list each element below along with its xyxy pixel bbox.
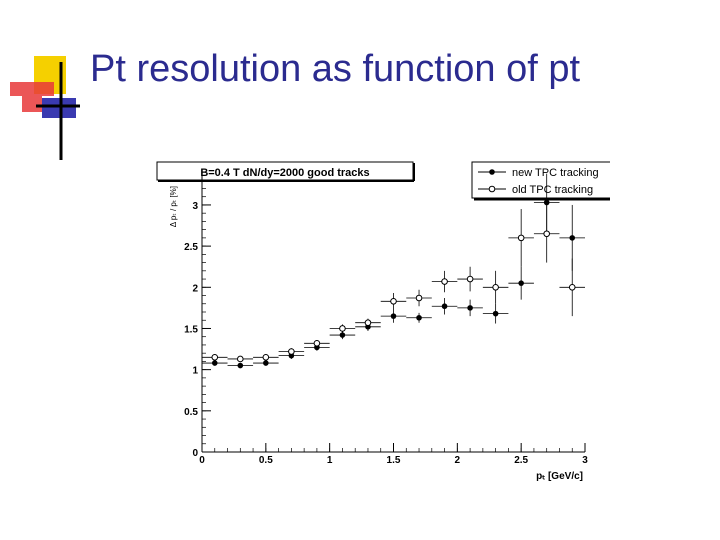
data-point	[364, 319, 372, 327]
x-tick-label: 0.5	[259, 455, 273, 466]
data-point	[415, 294, 423, 302]
chart-title: B=0.4 T dN/dy=2000 good tracks	[200, 167, 369, 179]
data-marks	[202, 173, 585, 369]
data-point	[313, 339, 321, 347]
x-tick-label: 1.5	[387, 455, 401, 466]
data-point	[339, 325, 346, 332]
deco-blue-square	[42, 98, 76, 118]
x-tick-label: 0	[199, 455, 205, 466]
x-tick-label: 2	[455, 455, 461, 466]
data-point	[237, 362, 244, 369]
data-point	[466, 275, 474, 283]
x-tick-label: 1	[327, 455, 333, 466]
data-point	[543, 230, 551, 238]
data-point	[416, 314, 422, 321]
axes: 0 0.5 1 1.5 2 2.5 3 0 0.5 1 1.5 2 2.5 3	[184, 171, 588, 466]
data-point	[390, 297, 397, 305]
data-point	[211, 360, 218, 366]
x-tick-label: 3	[582, 455, 588, 466]
y-tick-label: 0	[192, 448, 198, 459]
data-point	[441, 278, 448, 285]
chart-title-box: B=0.4 T dN/dy=2000 good tracks	[156, 161, 415, 182]
legend-marker-old	[488, 185, 496, 193]
data-point	[543, 199, 550, 206]
x-axis-label: pₜ [GeV/c]	[536, 471, 583, 482]
legend-label-old: old TPC tracking	[512, 184, 593, 196]
legend: new TPC tracking old TPC tracking	[471, 161, 610, 201]
data-point	[263, 360, 269, 366]
title-decoration	[10, 56, 80, 160]
data-point	[441, 303, 448, 310]
data-point	[288, 348, 295, 355]
data-point	[262, 353, 270, 361]
y-tick-label: 3	[192, 201, 198, 212]
legend-marker-new	[489, 169, 495, 175]
data-point	[518, 280, 524, 286]
data-point	[211, 353, 219, 361]
data-point	[569, 235, 576, 241]
chart: B=0.4 T dN/dy=2000 good tracks new TPC t…	[156, 161, 610, 482]
legend-label-new: new TPC tracking	[512, 167, 599, 179]
series-new	[202, 173, 585, 369]
data-point	[517, 234, 525, 242]
y-axis-label: Δ pₜ / pₜ [%]	[169, 186, 178, 227]
data-point	[492, 283, 499, 291]
deco-red-shape	[10, 82, 54, 112]
data-point	[467, 305, 473, 311]
data-point	[390, 313, 397, 319]
y-tick-label: 1	[192, 366, 198, 377]
data-point	[492, 310, 499, 317]
data-point	[568, 283, 576, 291]
y-tick-label: 2.5	[184, 242, 198, 253]
y-tick-label: 1.5	[184, 324, 198, 335]
slide-title: Pt resolution as function of pt	[90, 48, 581, 90]
x-tick-label: 2.5	[514, 455, 528, 466]
y-tick-label: 0.5	[184, 407, 198, 418]
series-old	[202, 204, 585, 363]
data-point	[237, 355, 244, 363]
data-point	[339, 332, 346, 338]
y-tick-label: 2	[192, 283, 198, 294]
